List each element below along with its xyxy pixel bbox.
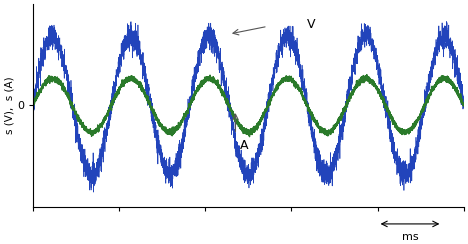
Text: V: V <box>307 18 315 31</box>
Text: A: A <box>240 139 249 152</box>
Text: ms: ms <box>402 232 418 242</box>
Y-axis label: s (V),  s (A): s (V), s (A) <box>4 77 14 134</box>
